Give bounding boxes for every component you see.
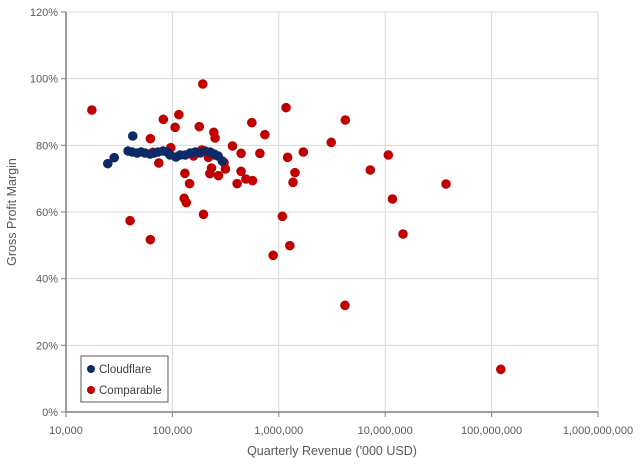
data-point-comparable [181, 197, 192, 208]
data-point-comparable [290, 167, 300, 178]
x-tick-label: 100,000 [153, 425, 193, 437]
data-point-comparable [213, 170, 224, 181]
data-point-cloudflare [109, 152, 120, 163]
data-point-comparable [184, 178, 195, 189]
data-point-comparable [247, 117, 257, 128]
y-tick-label: 60% [36, 207, 58, 219]
data-point-comparable [282, 152, 293, 163]
data-point-comparable [227, 141, 238, 151]
y-tick-label: 100% [30, 74, 58, 86]
x-tick-label: 1,000,000,000 [563, 425, 633, 437]
data-point-comparable [194, 121, 205, 132]
legend: Cloudflare Comparable [80, 355, 169, 403]
y-tick-label: 0% [42, 407, 58, 419]
data-point-comparable [87, 105, 97, 115]
legend-marker-comparable [87, 386, 95, 394]
data-point-cloudflare [102, 158, 113, 169]
data-point-comparable [495, 364, 506, 375]
legend-box [80, 355, 169, 403]
y-tick-labels: 0% 20% 40% 60% 80% 100% 120% [30, 7, 58, 419]
gridlines [66, 11, 599, 412]
series-comparable [87, 79, 506, 375]
x-tick-label: 1,000,000 [254, 425, 303, 437]
data-point-comparable [285, 240, 295, 251]
legend-label-comparable: Comparable [99, 385, 162, 397]
x-tick-label: 10,000,000 [358, 425, 413, 437]
data-point-comparable [255, 148, 265, 159]
data-point-comparable [268, 250, 278, 261]
data-point-cloudflare [217, 156, 228, 166]
legend-marker-cloudflare [87, 365, 95, 373]
data-point-comparable [281, 102, 291, 113]
data-point-comparable [205, 168, 215, 179]
data-point-cloudflare [127, 131, 138, 141]
data-point-comparable [260, 129, 270, 140]
data-point-comparable [210, 133, 220, 143]
data-point-comparable [145, 234, 156, 245]
data-point-comparable [220, 164, 231, 174]
series-cloudflare [102, 131, 228, 169]
data-point-comparable [125, 215, 135, 226]
data-point-comparable [247, 175, 258, 186]
y-axis-title: Gross Profit Margin [5, 158, 19, 266]
legend-label-cloudflare: Cloudflare [99, 364, 151, 376]
data-point-comparable [340, 300, 350, 311]
data-point-comparable [398, 229, 408, 239]
x-tick-label: 100,000,000 [461, 425, 522, 437]
data-point-comparable [198, 209, 209, 220]
data-point-comparable [340, 115, 351, 125]
data-point-comparable [236, 166, 246, 177]
y-tick-label: 80% [36, 140, 58, 152]
data-point-comparable [180, 168, 190, 179]
data-point-comparable [441, 179, 451, 189]
data-points [87, 79, 506, 375]
data-point-comparable [232, 178, 242, 189]
data-point-comparable [288, 177, 298, 188]
data-point-comparable [277, 211, 288, 222]
x-tick-label: 10,000 [49, 425, 83, 437]
data-point-comparable [383, 150, 394, 160]
data-point-comparable [153, 158, 164, 168]
y-tick-label: 40% [36, 274, 58, 286]
y-tick-label: 20% [36, 340, 58, 352]
data-point-comparable [365, 165, 376, 175]
axes [61, 11, 599, 417]
data-point-comparable [170, 122, 180, 133]
data-point-comparable [298, 147, 309, 157]
y-tick-label: 120% [30, 7, 58, 19]
data-point-comparable [236, 148, 246, 159]
data-point-comparable [326, 137, 337, 148]
data-point-comparable [174, 109, 184, 120]
x-axis-title: Quarterly Revenue ('000 USD) [247, 444, 417, 458]
data-point-comparable [145, 133, 156, 144]
data-point-comparable [387, 194, 398, 204]
data-point-comparable [197, 79, 208, 89]
x-tick-labels: 10,000 100,000 1,000,000 10,000,000 100,000,… [49, 425, 633, 437]
data-point-comparable [158, 114, 169, 125]
